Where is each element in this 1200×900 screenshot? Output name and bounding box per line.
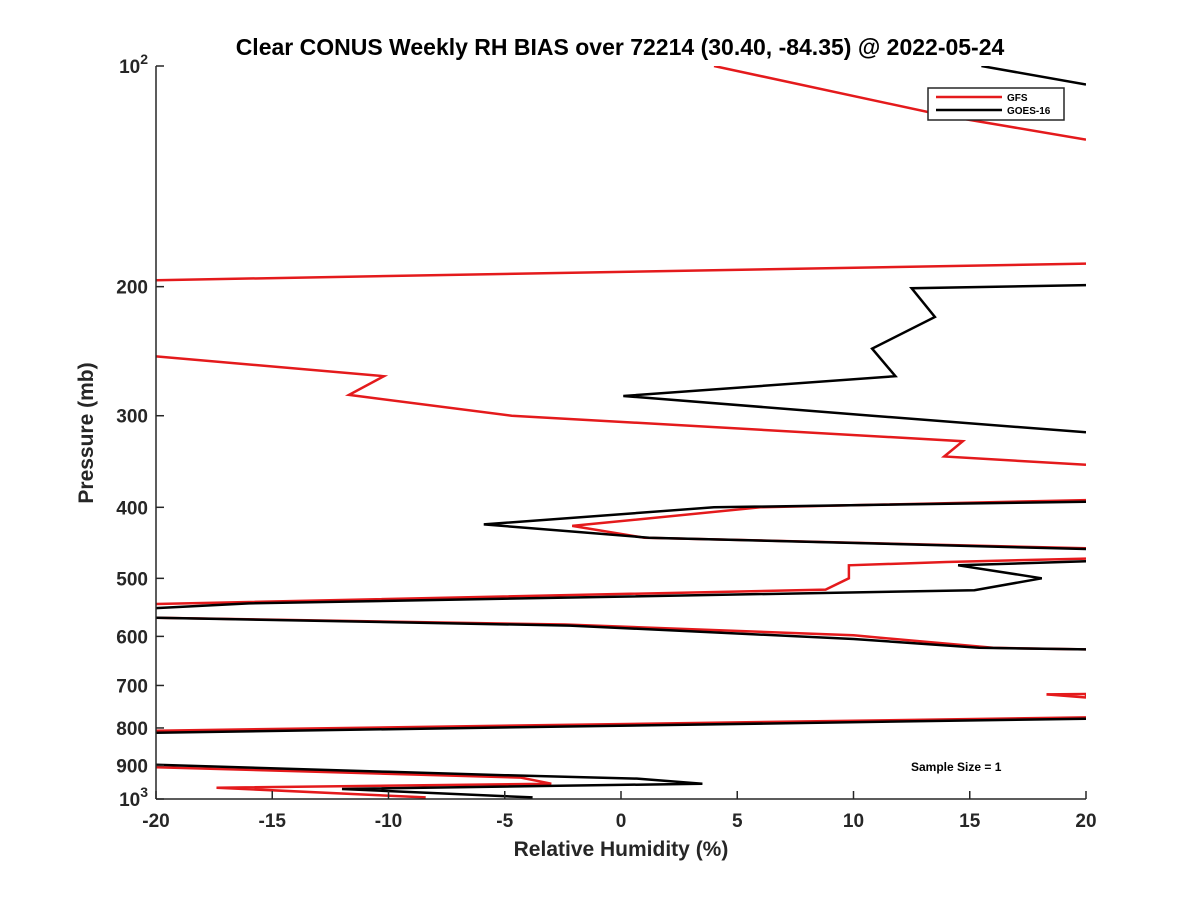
y-axis-label: Pressure (mb) — [75, 362, 98, 503]
x-tick-label: -10 — [375, 811, 402, 832]
y-tick-label: 103 — [119, 784, 148, 811]
sample-size-annotation: Sample Size = 1 — [911, 760, 1002, 774]
x-tick-label: 5 — [732, 811, 743, 832]
series-goes16-segment-5 — [156, 717, 1086, 734]
series-goes16-segment-2 — [483, 500, 1086, 551]
y-tick-label: 500 — [116, 569, 148, 590]
y-tick-label: 200 — [116, 278, 148, 299]
legend-label-gfs: GFS — [1007, 93, 1028, 104]
x-tick-label: -20 — [142, 811, 169, 832]
series-goes16-segment-4 — [156, 616, 1086, 651]
series-gfs-segment-9 — [156, 716, 1086, 732]
x-axis-ticks: -20 -15 -10 -5 0 5 10 15 20 — [142, 791, 1097, 832]
y-tick-label: 600 — [116, 627, 148, 648]
y-tick-label: 400 — [116, 498, 148, 519]
series-gfs-segment-4 — [156, 557, 1086, 606]
x-tick-label: 15 — [959, 811, 981, 832]
y-tick-label: 800 — [116, 719, 148, 740]
y-tick-label: 900 — [116, 756, 148, 777]
x-tick-label: -5 — [496, 811, 513, 832]
y-axis-ticks: 102 200 300 400 500 600 700 800 900 103 — [116, 51, 164, 811]
series-gfs-segment-3 — [571, 498, 1086, 550]
series-goes16-segment-1 — [623, 283, 1086, 434]
series-goes16-segment-0 — [981, 66, 1086, 86]
series-gfs-segment-1 — [156, 262, 1086, 282]
chart-title: Clear CONUS Weekly RH BIAS over 72214 (3… — [236, 34, 1005, 60]
series-gfs-segment-8 — [1046, 693, 1086, 699]
x-tick-label: 0 — [616, 811, 627, 832]
x-tick-label: 20 — [1075, 811, 1096, 832]
series-gfs-segment-10 — [156, 765, 552, 799]
y-tick-label: 102 — [119, 51, 148, 78]
series-gfs-segment-2 — [156, 355, 1086, 467]
legend-label-goes16: GOES-16 — [1007, 106, 1051, 117]
legend-box — [927, 87, 1065, 121]
y-tick-label: 300 — [116, 407, 148, 428]
x-axis-label: Relative Humidity (%) — [514, 838, 729, 861]
legend: GFS GOES-16 — [927, 87, 1065, 121]
x-tick-label: -15 — [259, 811, 287, 832]
x-tick-label: 10 — [843, 811, 864, 832]
series-goes16-segment-3 — [156, 560, 1086, 610]
y-tick-label: 700 — [116, 676, 148, 697]
series-layer — [156, 66, 1086, 799]
series-goes16-segment-6 — [156, 763, 703, 799]
